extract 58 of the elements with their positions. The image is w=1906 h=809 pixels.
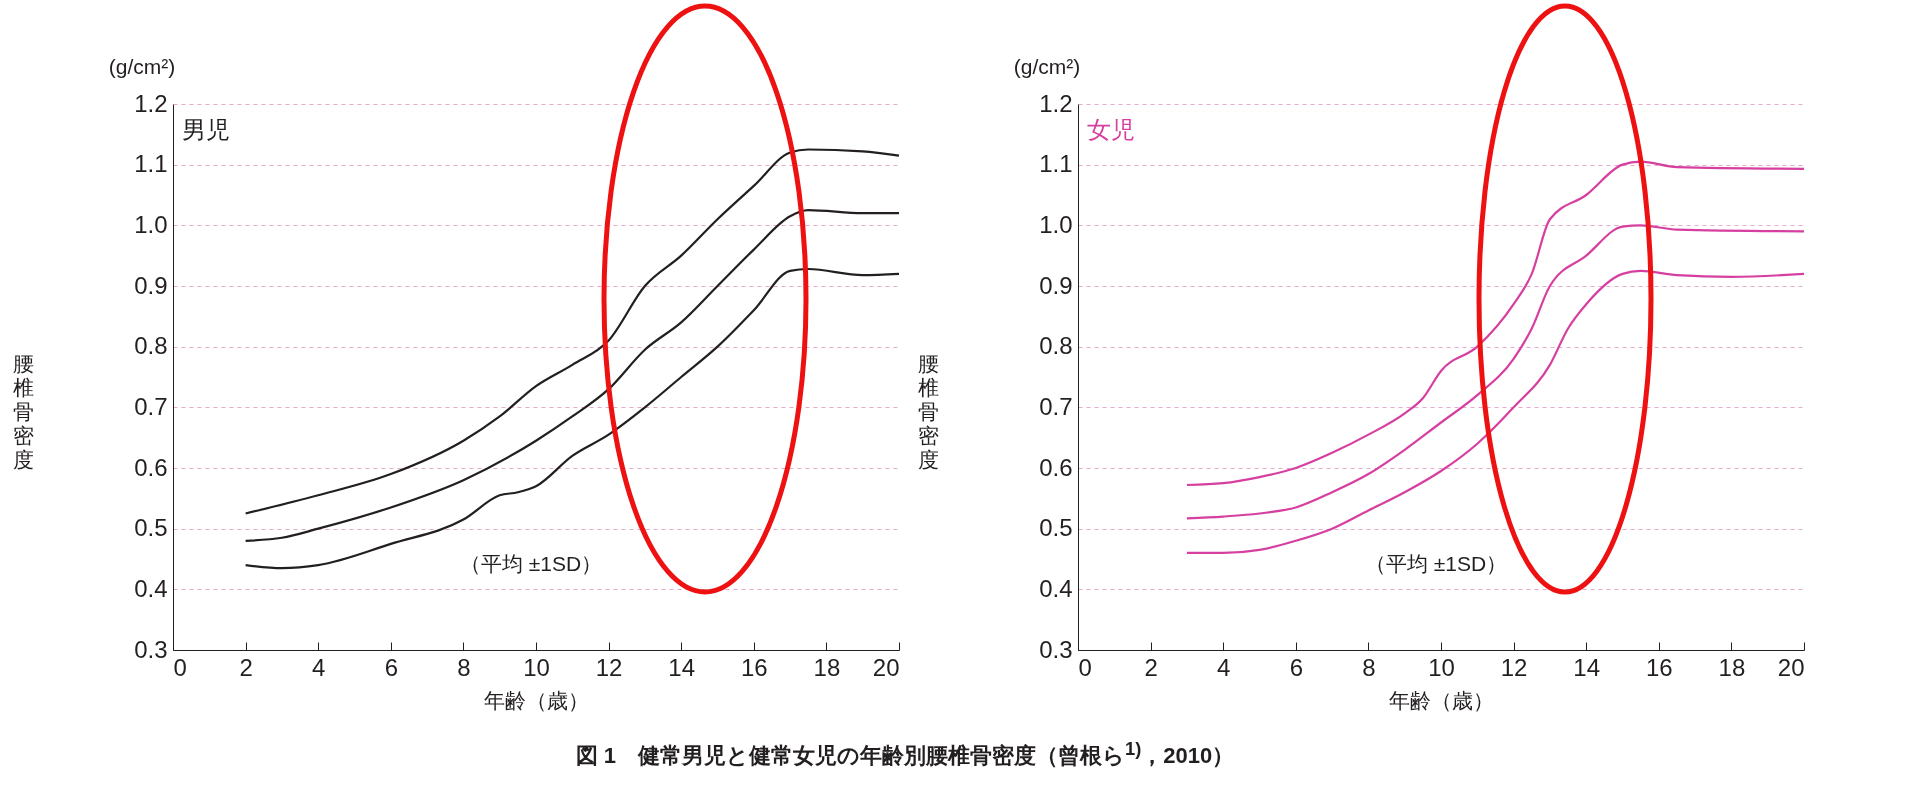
x-tick-label: 14 [668, 653, 696, 681]
x-axis-title: 年齢（歳） [484, 688, 589, 712]
x-axis-title: 年齢（歳） [1389, 688, 1494, 712]
y-tick-label: 0.7 [134, 392, 168, 420]
x-tick-label: 16 [740, 653, 768, 681]
line-series [1185, 269, 1806, 555]
x-tick-label: 20 [872, 653, 900, 681]
y-tick-label: 0.5 [1039, 514, 1073, 542]
x-tick-label: 2 [1144, 653, 1158, 681]
y-tick-label: 0.3 [134, 635, 168, 663]
x-tick-label: 20 [1777, 653, 1805, 681]
y-axis-title: 腰椎骨密度 [13, 351, 34, 471]
annotation: （平均 ±1SD） [1364, 552, 1508, 575]
text: (g/cm²) [1013, 55, 1081, 78]
y-tick-label: 0.7 [1039, 392, 1073, 420]
y-tick-label: 1.0 [134, 210, 168, 238]
y-tick-label: 0.6 [134, 453, 168, 481]
text: 女児 [1087, 116, 1135, 143]
text: 男児 [182, 116, 230, 143]
x-tick-label: 18 [813, 653, 841, 681]
x-tick-label: 14 [1573, 653, 1601, 681]
y-tick-label: 0.3 [1039, 635, 1073, 663]
y-tick-label: 0.9 [134, 271, 168, 299]
line-series [1185, 160, 1806, 487]
y-tick-label: 0.4 [1039, 574, 1073, 602]
x-tick-label: 16 [1645, 653, 1673, 681]
y-tick-label: 1.0 [1039, 210, 1073, 238]
x-tick-label: 12 [1500, 653, 1528, 681]
y-tick-label: 0.8 [134, 332, 168, 360]
x-tick-label: 6 [384, 653, 398, 681]
x-tick-label: 6 [1289, 653, 1303, 681]
y-tick-label: 0.6 [1039, 453, 1073, 481]
y-tick-label: 1.2 [1039, 89, 1073, 117]
line-series [244, 148, 901, 515]
annotation: （平均 ±1SD） [459, 552, 603, 575]
x-tick-label: 0 [173, 653, 187, 681]
y-tick-label: 1.2 [134, 89, 168, 117]
y-tick-label: 0.8 [1039, 332, 1073, 360]
text: (g/cm²) [108, 55, 176, 78]
y-tick-label: 1.1 [1039, 150, 1073, 178]
x-tick-label: 10 [1428, 653, 1455, 681]
x-tick-label: 0 [1078, 653, 1092, 681]
x-tick-label: 18 [1718, 653, 1746, 681]
y-tick-label: 0.9 [1039, 271, 1073, 299]
y-tick-label: 0.5 [134, 514, 168, 542]
x-tick-label: 10 [523, 653, 550, 681]
x-tick-label: 4 [1217, 653, 1231, 681]
caption: 図 1 健常男児と健常女児の年齢別腰椎骨密度（曾根ら$^{1)}$，2010） [574, 738, 1236, 771]
y-axis-title: 腰椎骨密度 [918, 351, 939, 471]
y-tick-label: 0.4 [134, 574, 168, 602]
line-series [244, 209, 901, 542]
x-tick-label: 12 [595, 653, 623, 681]
x-tick-label: 2 [239, 653, 253, 681]
y-tick-label: 1.1 [134, 150, 168, 178]
x-tick-label: 8 [1362, 653, 1376, 681]
line-series [1185, 224, 1806, 520]
x-tick-label: 8 [457, 653, 471, 681]
x-tick-label: 4 [312, 653, 326, 681]
